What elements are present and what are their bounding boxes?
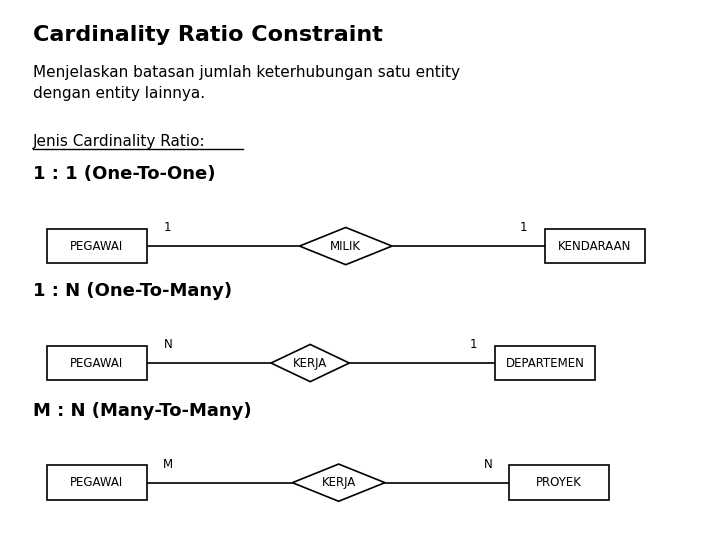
Text: 1: 1 (164, 221, 171, 234)
Text: PROYEK: PROYEK (536, 476, 582, 489)
FancyBboxPatch shape (47, 346, 146, 380)
Text: PEGAWAI: PEGAWAI (70, 240, 123, 253)
Text: Jenis Cardinality Ratio:: Jenis Cardinality Ratio: (32, 134, 205, 150)
Polygon shape (271, 345, 349, 382)
Text: 1 : 1 (One-To-One): 1 : 1 (One-To-One) (32, 165, 215, 183)
FancyBboxPatch shape (510, 465, 609, 500)
Text: KERJA: KERJA (293, 356, 328, 369)
FancyBboxPatch shape (47, 465, 146, 500)
Polygon shape (300, 227, 392, 265)
Text: PEGAWAI: PEGAWAI (70, 476, 123, 489)
Text: MILIK: MILIK (330, 240, 361, 253)
Text: KERJA: KERJA (322, 476, 356, 489)
FancyBboxPatch shape (47, 229, 146, 264)
Polygon shape (292, 464, 385, 501)
FancyBboxPatch shape (545, 229, 644, 264)
Text: M: M (163, 458, 173, 471)
Text: 1 : N (One-To-Many): 1 : N (One-To-Many) (32, 282, 232, 300)
Text: DEPARTEMEN: DEPARTEMEN (505, 356, 585, 369)
Text: KENDARAAN: KENDARAAN (558, 240, 631, 253)
Text: Cardinality Ratio Constraint: Cardinality Ratio Constraint (32, 25, 382, 45)
FancyBboxPatch shape (495, 346, 595, 380)
Text: N: N (163, 339, 172, 352)
Text: Menjelaskan batasan jumlah keterhubungan satu entity
dengan entity lainnya.: Menjelaskan batasan jumlah keterhubungan… (32, 65, 459, 102)
Text: PEGAWAI: PEGAWAI (70, 356, 123, 369)
Text: N: N (484, 458, 492, 471)
Text: 1: 1 (470, 339, 477, 352)
Text: M : N (Many-To-Many): M : N (Many-To-Many) (32, 402, 251, 420)
Text: 1: 1 (520, 221, 528, 234)
